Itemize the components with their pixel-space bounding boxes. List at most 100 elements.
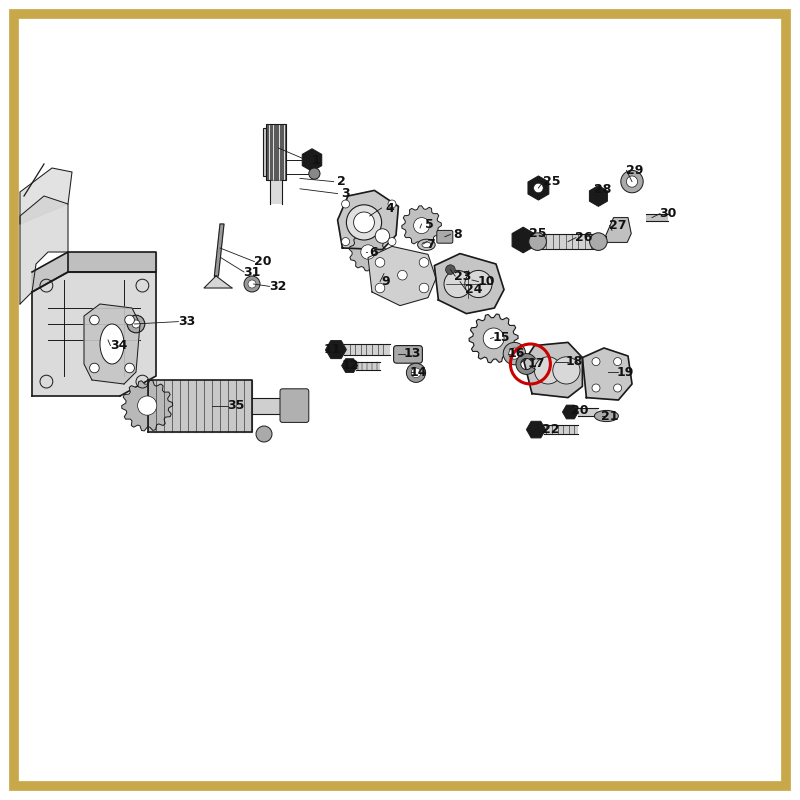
Circle shape [503,342,526,365]
Ellipse shape [422,242,430,248]
Polygon shape [344,344,390,355]
Ellipse shape [100,324,124,364]
Circle shape [361,245,375,259]
Polygon shape [451,270,493,285]
Circle shape [388,238,396,246]
Polygon shape [84,304,140,384]
Polygon shape [20,196,68,304]
Circle shape [590,233,607,250]
Text: 6: 6 [370,246,378,258]
Circle shape [244,276,260,292]
Polygon shape [544,425,578,434]
Circle shape [465,270,492,298]
Polygon shape [582,348,632,400]
Text: 2: 2 [338,175,346,188]
Text: 3: 3 [342,187,350,200]
Circle shape [125,363,134,373]
Polygon shape [469,314,518,362]
Circle shape [256,426,272,442]
Text: 26: 26 [575,231,593,244]
Polygon shape [148,380,252,431]
Text: 33: 33 [178,315,195,328]
Circle shape [346,205,382,240]
Text: 34: 34 [110,339,127,352]
Text: 30: 30 [659,207,677,220]
Text: 11: 11 [323,343,341,356]
Text: 20: 20 [571,404,589,417]
Circle shape [354,212,374,233]
Circle shape [592,384,600,392]
Polygon shape [524,342,582,398]
Circle shape [406,363,426,382]
Text: 29: 29 [626,164,643,177]
Circle shape [125,315,134,325]
Circle shape [375,283,385,293]
Circle shape [411,368,421,378]
Polygon shape [204,276,232,288]
Circle shape [529,233,546,250]
Circle shape [446,265,455,274]
Polygon shape [368,246,436,306]
Polygon shape [32,252,68,292]
Circle shape [534,183,543,193]
Polygon shape [214,224,224,276]
Text: 31: 31 [243,266,261,278]
Text: 8: 8 [454,228,462,241]
Polygon shape [402,206,442,246]
Text: 4: 4 [386,202,394,214]
Text: 16: 16 [507,347,525,360]
Circle shape [621,170,643,193]
FancyBboxPatch shape [280,389,309,422]
Circle shape [419,258,429,267]
Text: 25: 25 [543,175,561,188]
Circle shape [127,315,145,333]
Polygon shape [270,180,282,204]
Circle shape [90,315,99,325]
Circle shape [419,283,429,293]
Circle shape [132,320,140,328]
Polygon shape [350,234,387,271]
Wedge shape [516,354,535,374]
Text: 7: 7 [426,238,434,250]
Circle shape [444,270,471,298]
Polygon shape [252,398,288,414]
Circle shape [626,176,638,187]
Text: 5: 5 [426,218,434,230]
Text: 13: 13 [403,347,421,360]
Circle shape [342,238,350,246]
Text: 17: 17 [527,358,545,370]
Text: 25: 25 [529,227,546,240]
Text: 10: 10 [478,275,495,288]
Circle shape [414,218,430,234]
Circle shape [138,396,157,415]
Text: 28: 28 [594,183,611,196]
Circle shape [592,358,600,366]
Text: 14: 14 [410,366,427,378]
FancyBboxPatch shape [394,346,422,363]
Circle shape [483,328,504,349]
Circle shape [614,384,622,392]
Ellipse shape [594,410,618,422]
Circle shape [509,348,520,359]
Circle shape [375,258,385,267]
Polygon shape [68,252,156,272]
Polygon shape [646,214,668,221]
Text: 35: 35 [227,399,245,412]
Circle shape [309,168,320,179]
Text: 15: 15 [493,331,510,344]
Text: 20: 20 [254,255,271,268]
Circle shape [248,280,256,288]
Polygon shape [20,168,72,224]
Text: 9: 9 [382,275,390,288]
Circle shape [553,357,580,384]
Polygon shape [606,218,631,242]
Polygon shape [122,380,173,431]
Circle shape [534,357,562,384]
Text: 24: 24 [465,283,482,296]
Text: 32: 32 [269,280,286,293]
Circle shape [375,229,390,243]
Polygon shape [578,408,598,416]
Text: 12: 12 [342,359,359,372]
Bar [262,128,266,176]
Text: 1: 1 [312,154,320,166]
